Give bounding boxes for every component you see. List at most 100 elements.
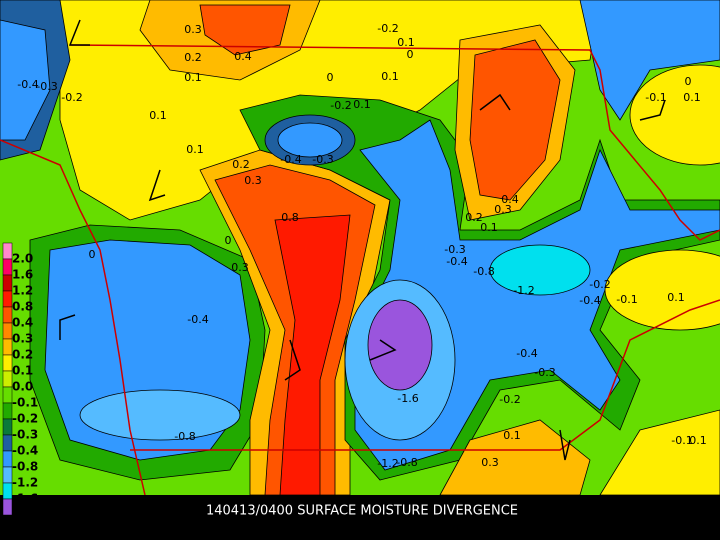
legend-label: 0.0 [12, 380, 33, 394]
state-borders [0, 44, 720, 496]
border [130, 299, 720, 451]
contour-label: -0.1 [671, 434, 692, 447]
legend-swatch [2, 354, 13, 372]
field-cyan [489, 244, 591, 296]
barb [639, 99, 666, 121]
contour-label: -0.2 [61, 91, 82, 104]
contour-label: -1.2 [377, 457, 398, 470]
contour-label: 0.3 [494, 203, 512, 216]
legend-label: 2.0 [12, 252, 33, 266]
contour-label: 0.1 [381, 70, 399, 83]
legend-swatch [2, 482, 13, 500]
legend-label: 0.8 [12, 300, 33, 314]
contour-label: -0.4 [579, 294, 600, 307]
contour-label: 0 [89, 248, 96, 261]
contour-label: 0.3 [184, 23, 202, 36]
legend-swatch [2, 402, 13, 420]
legend-label: -0.2 [12, 412, 38, 426]
contour-label: -0.8 [396, 456, 417, 469]
contour-label: 0.1 [186, 143, 204, 156]
barb [148, 169, 166, 202]
contour-label: 0.1 [689, 434, 707, 447]
contour-label: 0.2 [465, 211, 483, 224]
contour-label: 0.1 [184, 71, 202, 84]
barb [559, 429, 571, 461]
caption: 140413/0400 SURFACE MOISTURE DIVERGENCE [206, 504, 518, 519]
legend-swatch [2, 498, 13, 516]
contour-label: 0.1 [503, 429, 521, 442]
contour-fields [0, 0, 720, 496]
legend-swatch [2, 450, 13, 468]
field-blue [579, 0, 720, 121]
contour-label: 0.2 [232, 158, 250, 171]
contour-label: 0.4 [501, 193, 519, 206]
legend-label: 1.2 [12, 284, 33, 298]
contour-label: 0 [327, 71, 334, 84]
caption-band [0, 495, 720, 540]
contour-label: 0 [407, 48, 414, 61]
contour-label: 0.3 [481, 456, 499, 469]
field-yellow [629, 64, 720, 166]
legend-swatch [2, 418, 13, 436]
contour-label: 0.1 [353, 98, 371, 111]
field-purple [367, 299, 433, 391]
contour-label: -0.8 [473, 265, 494, 278]
contour-label: -0.2 [499, 393, 520, 406]
legend-label: 0.4 [12, 316, 33, 330]
field-redorange [469, 39, 561, 201]
legend-label: -1.6 [12, 492, 38, 506]
field-lightblue [79, 389, 241, 441]
contour-label: 0.1 [683, 91, 701, 104]
legend-label: -0.1 [12, 396, 38, 410]
legend-swatch [2, 322, 13, 340]
contour-label: 0.8 [281, 211, 299, 224]
contour-label: 0.2 [184, 51, 202, 64]
contour-label: 0.1 [397, 36, 415, 49]
barb [68, 19, 90, 46]
legend-swatch [2, 386, 13, 404]
legend: 2.0 1.6 1.2 0.8 0.4 0.3 0.2 0.1 0.0 -0.1 -0.2 -0.3 -… [2, 242, 38, 516]
legend-swatch [2, 370, 13, 388]
contour-label: 0.3 [231, 261, 249, 274]
legend-label: 1.6 [12, 268, 33, 282]
contour-label: 0.3 [244, 174, 262, 187]
legend-swatch [2, 466, 13, 484]
field-blue [277, 122, 343, 158]
contour-label: 0 [225, 234, 232, 247]
contour-label: -0.1 [645, 91, 666, 104]
field-blue [0, 19, 51, 141]
border [0, 139, 146, 496]
legend-label: -0.3 [12, 428, 38, 442]
contour-label: -1.2 [513, 284, 534, 297]
legend-label: -0.4 [12, 444, 38, 458]
legend-swatch [2, 242, 13, 260]
legend-label: -0.8 [12, 460, 38, 474]
contour-label: -0.4 [516, 347, 537, 360]
legend-label: 0.3 [12, 332, 33, 346]
contour-label: -0.4 [446, 255, 467, 268]
contour-label: 0.1 [667, 291, 685, 304]
wind-barbs [59, 19, 666, 461]
field-red [199, 4, 291, 56]
contour-label: 0 [685, 75, 692, 88]
contour-label: -0.3 [312, 153, 333, 166]
contour-label: 0.4 [234, 50, 252, 63]
barb [479, 93, 511, 111]
barb [369, 339, 397, 361]
contour-label: -0.3 [444, 243, 465, 256]
contour-label: -0.2 [589, 278, 610, 291]
contour-label: -0.2 [377, 22, 398, 35]
legend-swatch [2, 258, 13, 276]
legend-label: 0.1 [12, 364, 33, 378]
contour-label: 0.1 [480, 221, 498, 234]
contour-labels: 0.30.40.20.1-0.20.100 0.1-0.4-0.3-0.20.1-… [17, 22, 706, 470]
contour-label: -0.4 [17, 78, 38, 91]
border [69, 44, 720, 241]
barb [284, 339, 301, 381]
legend-label: 0.2 [12, 348, 33, 362]
legend-swatch [2, 338, 13, 356]
contour-label: -0.3 [534, 366, 555, 379]
contour-label: 0.1 [149, 109, 167, 122]
contour-label: -0.1 [616, 293, 637, 306]
